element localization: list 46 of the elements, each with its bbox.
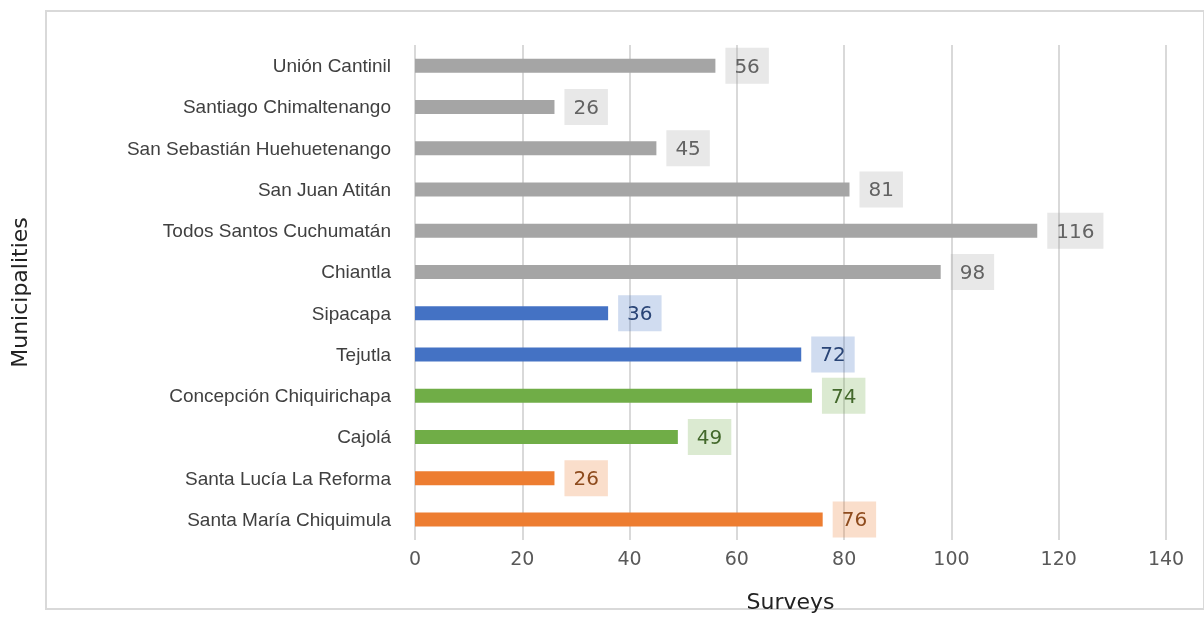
y-tick-label: San Juan Atitán	[257, 178, 391, 200]
data-label: 116	[1056, 218, 1095, 243]
x-axis-title: Surveys	[746, 588, 835, 614]
bar	[415, 182, 850, 197]
bar	[415, 223, 1038, 238]
x-tick-label: 100	[933, 546, 970, 569]
data-label: 72	[820, 342, 846, 367]
y-tick-label: Concepción Chiquirichapa	[169, 385, 392, 407]
x-tick-label: 20	[510, 546, 535, 569]
data-label: 26	[573, 466, 599, 491]
bar	[415, 306, 609, 321]
bar	[415, 141, 657, 156]
bar	[415, 471, 555, 486]
x-tick-label: 60	[724, 546, 749, 569]
y-tick-label: Santiago Chimaltenango	[182, 96, 391, 118]
y-axis-title: Municipalities	[6, 217, 32, 368]
data-label: 74	[830, 383, 857, 408]
x-tick-label: 120	[1040, 546, 1077, 569]
bar	[415, 512, 823, 527]
data-label: 76	[841, 507, 868, 532]
x-tick-label: 80	[832, 546, 857, 569]
bar	[415, 347, 802, 362]
y-tick-label: Todos Santos Cuchumatán	[162, 220, 391, 242]
bar	[415, 99, 555, 114]
y-tick-label: Sipacapa	[311, 302, 392, 324]
y-tick-label: Cajolá	[337, 426, 392, 448]
y-tick-label: Santa María Chiquimula	[187, 508, 392, 530]
y-tick-label: Santa Lucía La Reforma	[185, 467, 392, 489]
y-tick-label: Tejutla	[336, 343, 392, 365]
data-label: 81	[868, 177, 894, 202]
x-tick-label: 40	[617, 546, 642, 569]
y-tick-label: Chiantla	[321, 261, 392, 283]
y-tick-label: Unión Cantinil	[272, 55, 391, 77]
x-tick-label: 0	[408, 546, 422, 569]
bar	[415, 264, 941, 279]
x-tick-label: 140	[1147, 546, 1185, 569]
bar	[415, 58, 716, 73]
bar	[415, 429, 678, 444]
bar	[415, 388, 812, 403]
data-label: 98	[959, 259, 986, 284]
data-label: 26	[573, 94, 599, 119]
data-label: 45	[675, 136, 701, 161]
data-label: 36	[627, 301, 653, 326]
data-label: 49	[696, 424, 723, 449]
data-label: 56	[734, 53, 760, 78]
y-tick-label: San Sebastián Huehuetenango	[126, 137, 391, 159]
